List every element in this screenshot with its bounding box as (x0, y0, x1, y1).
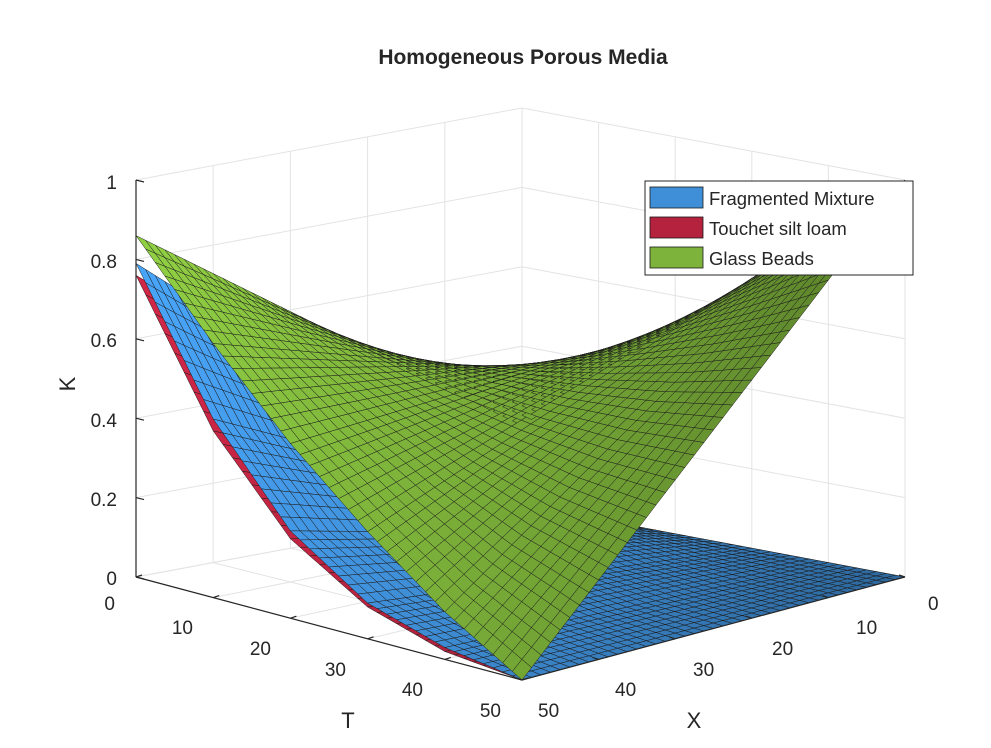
z-tick-label: 1 (106, 173, 117, 194)
axis-tick (135, 179, 145, 183)
t-tick-label: 50 (480, 701, 501, 722)
legend: Fragmented Mixture Touchet silt loam Gla… (644, 180, 914, 276)
axis-tick (213, 595, 220, 599)
t-tick-label: 0 (104, 594, 115, 615)
axis-tick (135, 258, 145, 262)
surfaces (135, 179, 906, 681)
grid-line (135, 186, 523, 260)
x-axis-label: X (687, 708, 702, 733)
axis-tick (367, 636, 374, 640)
t-tick-label: 40 (402, 680, 423, 701)
axis-tick (135, 576, 145, 580)
axis-line (135, 576, 523, 681)
t-tick-label: 10 (172, 618, 193, 639)
axis-tick (135, 574, 143, 578)
axis-tick (898, 574, 906, 578)
axis-tick (135, 417, 145, 421)
axis-tick (521, 677, 529, 681)
z-tick-label: 0.4 (91, 411, 118, 432)
t-tick-label: 20 (250, 639, 271, 660)
axis-tick (592, 656, 599, 660)
x-tick-label: 10 (856, 618, 877, 639)
legend-label: Fragmented Mixture (709, 188, 875, 209)
legend-label: Touchet silt loam (709, 218, 847, 239)
legend-label: Glass Beads (709, 248, 814, 269)
axis-tick (135, 338, 145, 342)
axis-tick (444, 656, 451, 660)
x-tick-label: 30 (693, 660, 714, 681)
t-axis-label: T (341, 708, 354, 733)
t-tick-label: 30 (325, 660, 346, 681)
grid-line (521, 107, 906, 181)
x-tick-labels: 0 10 20 30 40 50 (538, 594, 939, 722)
z-tick-label: 0.2 (91, 490, 117, 511)
x-tick-label: 50 (538, 701, 559, 722)
legend-swatch (649, 246, 704, 269)
z-axis-label: K (55, 376, 80, 391)
axis-tick (290, 615, 297, 619)
z-tick-label: 0.8 (91, 252, 117, 273)
axis-tick (515, 677, 523, 681)
axis-tick (135, 497, 145, 501)
axis-tick (745, 615, 752, 619)
t-tick-labels: 0 10 20 30 40 50 (104, 594, 501, 722)
grid-line (135, 107, 523, 181)
axis-line (521, 576, 906, 681)
x-tick-label: 20 (772, 639, 793, 660)
axis-tick (822, 595, 829, 599)
z-tick-labels: 1 0.8 0.6 0.4 0.2 0 (91, 173, 118, 590)
legend-swatch (649, 216, 704, 239)
z-tick-label: 0 (106, 569, 117, 590)
x-tick-label: 0 (928, 594, 939, 615)
x-tick-label: 40 (615, 680, 636, 701)
chart-title: Homogeneous Porous Media (378, 46, 668, 69)
axis-tick (669, 636, 676, 640)
legend-swatch (649, 186, 704, 209)
axis-box (135, 179, 906, 681)
z-tick-label: 0.6 (91, 331, 117, 352)
surface-glass-beads (135, 179, 906, 681)
